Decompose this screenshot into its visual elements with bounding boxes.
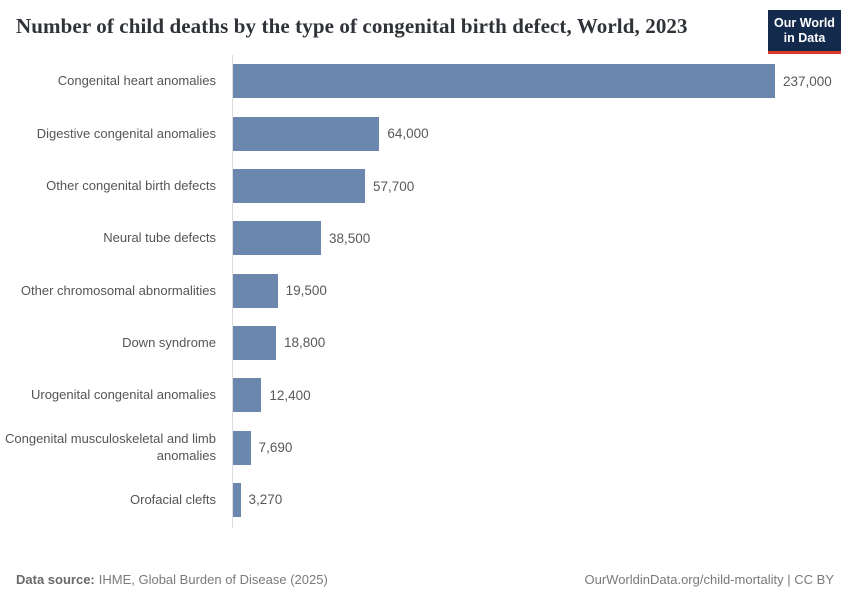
bar[interactable]	[233, 325, 276, 360]
data-source-text: IHME, Global Burden of Disease (2025)	[98, 572, 328, 587]
category-label: Congenital musculoskeletal and limb anom…	[4, 431, 216, 463]
bar-row: Other chromosomal abnormalities 19,500	[0, 264, 850, 316]
category-label: Urogenital congenital anomalies	[30, 387, 216, 403]
category-label: Other chromosomal abnormalities	[20, 282, 216, 298]
bar-track: 18,800	[233, 325, 850, 360]
bar-track: 237,000	[233, 64, 850, 99]
bar-track: 64,000	[233, 116, 850, 151]
chart-title: Number of child deaths by the type of co…	[16, 14, 688, 38]
value-label: 12,400	[269, 387, 311, 403]
bar-row: Digestive congenital anomalies 64,000	[0, 108, 850, 160]
bar-row: Congenital musculoskeletal and limb anom…	[0, 421, 850, 473]
y-axis-line	[232, 55, 233, 529]
category-label: Digestive congenital anomalies	[36, 125, 216, 141]
value-label: 19,500	[285, 283, 327, 299]
bar-row: Down syndrome 18,800	[0, 317, 850, 369]
bar[interactable]	[233, 169, 365, 204]
bar-track: 7,690	[233, 430, 850, 465]
value-label: 64,000	[387, 126, 429, 142]
bar-row: Congenital heart anomalies 237,000	[0, 55, 850, 107]
bar[interactable]	[233, 64, 775, 99]
value-label: 38,500	[329, 230, 371, 246]
value-label: 237,000	[783, 73, 832, 89]
bar-row: Urogenital congenital anomalies 12,400	[0, 369, 850, 421]
bar[interactable]	[233, 430, 251, 465]
bar-track: 19,500	[233, 273, 850, 308]
category-label: Other congenital birth defects	[46, 177, 216, 193]
chart-footer: Data source: IHME, Global Burden of Disea…	[16, 572, 834, 587]
category-label: Congenital heart anomalies	[57, 73, 216, 89]
bar[interactable]	[233, 378, 262, 413]
value-label: 18,800	[284, 335, 326, 351]
bar[interactable]	[233, 482, 241, 517]
owid-logo: Our World in Data	[768, 10, 841, 54]
value-label: 3,270	[248, 492, 283, 508]
bar[interactable]	[233, 273, 278, 308]
bar-row: Orofacial clefts 3,270	[0, 474, 850, 526]
category-label: Down syndrome	[122, 334, 216, 350]
owid-logo-line1: Our World	[774, 16, 835, 30]
category-label: Orofacial clefts	[130, 491, 216, 507]
attribution: OurWorldinData.org/child-mortality | CC …	[584, 572, 835, 587]
value-label: 57,700	[373, 178, 415, 194]
bar[interactable]	[233, 116, 380, 151]
data-source-label: Data source:	[16, 572, 95, 587]
bar-chart: Congenital heart anomalies 237,000 Digesti…	[0, 55, 850, 529]
bar-row: Other congenital birth defects 57,700	[0, 160, 850, 212]
data-source: Data source: IHME, Global Burden of Disea…	[16, 572, 328, 587]
value-label: 7,690	[258, 440, 293, 456]
bar-track: 57,700	[233, 169, 850, 204]
bar[interactable]	[233, 221, 321, 256]
owid-logo-line2: in Data	[783, 31, 826, 45]
bar-track: 38,500	[233, 221, 850, 256]
category-label: Neural tube defects	[103, 230, 216, 246]
bar-row: Neural tube defects 38,500	[0, 212, 850, 264]
bar-track: 3,270	[233, 482, 850, 517]
bar-rows-container: Congenital heart anomalies 237,000 Digesti…	[0, 55, 850, 526]
bar-track: 12,400	[233, 378, 850, 413]
